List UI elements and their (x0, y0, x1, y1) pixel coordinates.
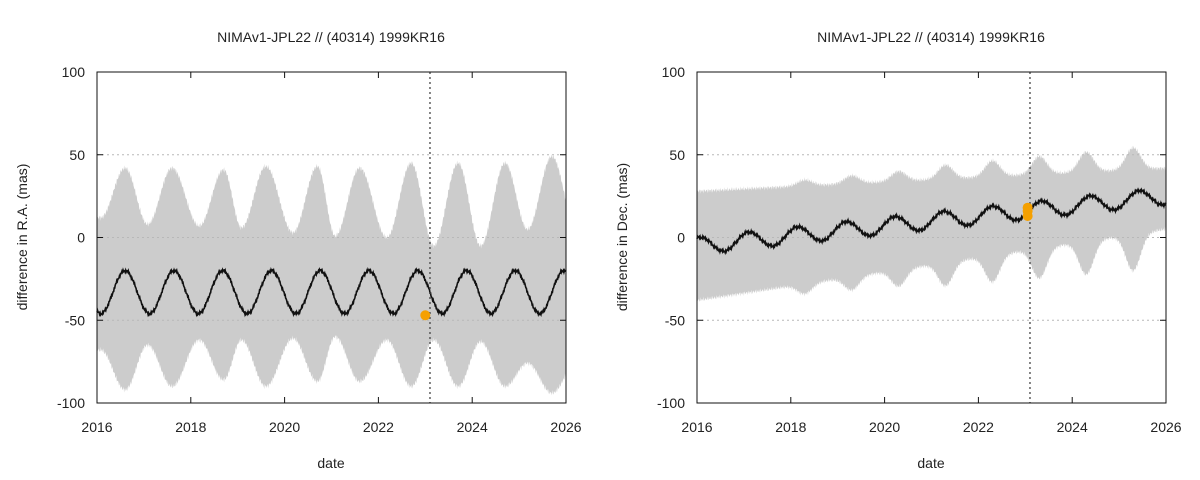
y-tick-label: 50 (669, 147, 685, 163)
grid-lines (697, 154, 1166, 321)
x-tick-label: 2020 (269, 419, 300, 435)
x-tick-label: 2024 (457, 419, 488, 435)
y-axis-label: difference in Dec. (mas) (614, 163, 630, 311)
observation-points (1022, 202, 1033, 221)
x-tick-label: 2022 (363, 419, 394, 435)
y-tick-label: -100 (657, 395, 685, 411)
x-tick-label: 2026 (1150, 419, 1181, 435)
observation-point (420, 310, 431, 321)
series-path (696, 187, 1167, 256)
y-axis-ticks: -100 -50 0 50 100 (57, 64, 566, 411)
observation-point (1022, 202, 1033, 213)
uncertainty-band (697, 145, 1166, 302)
x-axis-ticks: 2016 2018 2020 2022 2024 2026 (81, 72, 582, 435)
series-path (96, 266, 567, 318)
series-line (96, 266, 567, 318)
x-tick-label: 2024 (1057, 419, 1088, 435)
x-axis-label: date (917, 455, 944, 471)
chart-title: NIMAv1-JPL22 // (40314) 1999KR16 (217, 29, 445, 45)
x-tick-label: 2022 (963, 419, 994, 435)
chart-title: NIMAv1-JPL22 // (40314) 1999KR16 (817, 29, 1045, 45)
grid-lines (97, 154, 566, 321)
y-tick-label: 50 (69, 147, 85, 163)
x-tick-label: 2016 (81, 419, 112, 435)
x-tick-label: 2018 (775, 419, 806, 435)
x-axis-label: date (317, 455, 344, 471)
x-tick-label: 2026 (550, 419, 581, 435)
y-axis-label: difference in R.A. (mas) (14, 164, 30, 311)
uncertainty-band (97, 154, 566, 396)
y-tick-label: -50 (665, 312, 685, 328)
x-tick-label: 2018 (175, 419, 206, 435)
y-tick-label: -50 (65, 312, 85, 328)
x-tick-label: 2020 (869, 419, 900, 435)
series-line (696, 187, 1167, 256)
y-tick-label: 0 (77, 230, 85, 246)
y-axis-ticks: -100 -50 0 50 100 (657, 64, 1166, 411)
x-tick-label: 2016 (681, 419, 712, 435)
chart-ra: NIMAv1-JPL22 // (40314) 1999KR16 -100 -50… (14, 29, 582, 471)
x-axis-ticks: 2016 2018 2020 2022 2024 2026 (681, 72, 1182, 435)
band-area (97, 154, 566, 396)
y-tick-label: 100 (62, 64, 86, 80)
chart-dec: NIMAv1-JPL22 // (40314) 1999KR16 -100 -50… (614, 29, 1182, 471)
y-tick-label: 0 (677, 230, 685, 246)
band-area (697, 145, 1166, 302)
observation-points (420, 310, 431, 321)
y-tick-label: -100 (57, 395, 85, 411)
y-tick-label: 100 (662, 64, 686, 80)
